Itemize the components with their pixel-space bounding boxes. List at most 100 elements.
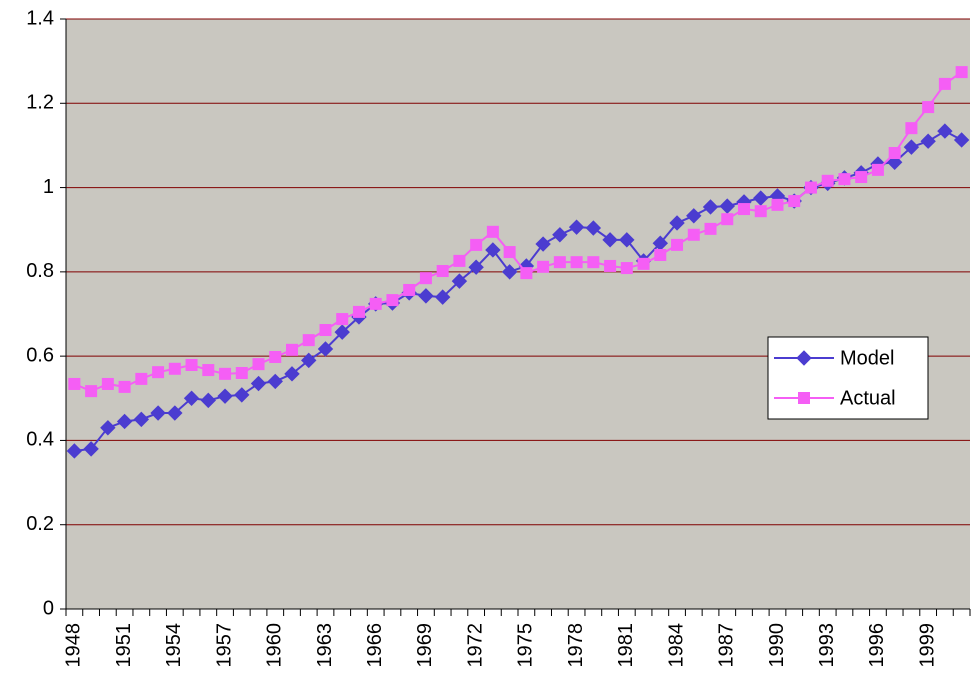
x-tick-label: 1954: [163, 623, 185, 668]
data-point: [319, 324, 332, 337]
data-point: [620, 262, 633, 275]
x-tick-label: 1990: [766, 623, 788, 668]
data-point: [168, 362, 181, 375]
data-point: [788, 195, 801, 208]
data-point: [503, 246, 516, 259]
legend-marker: [798, 392, 810, 404]
data-point: [671, 238, 684, 251]
x-tick-label: 1957: [213, 623, 235, 668]
data-point: [721, 213, 734, 226]
data-point: [903, 139, 920, 155]
data-point: [568, 219, 585, 235]
data-point: [753, 190, 769, 206]
data-point: [855, 171, 868, 184]
data-point: [219, 367, 232, 380]
data-point: [485, 242, 501, 258]
data-point: [217, 388, 233, 404]
data-point: [334, 324, 350, 340]
data-point: [269, 350, 282, 363]
data-point: [317, 341, 334, 357]
series: [66, 123, 970, 459]
data-point: [520, 267, 533, 280]
data-point: [570, 256, 583, 269]
series: [68, 66, 968, 398]
data-point: [135, 372, 148, 385]
x-tick-label: 1999: [916, 623, 938, 668]
data-point: [403, 283, 416, 296]
data-point: [352, 305, 365, 318]
data-point: [585, 220, 602, 236]
data-point: [838, 173, 851, 186]
data-point: [501, 264, 518, 280]
data-point: [301, 352, 317, 369]
data-point: [937, 123, 953, 139]
y-tick-label: 0.8: [26, 260, 54, 282]
y-tick-label: 0.2: [26, 513, 54, 535]
data-point: [702, 199, 719, 215]
x-tick-label: 1969: [414, 623, 436, 668]
data-point: [654, 249, 667, 261]
data-point: [252, 358, 265, 371]
data-point: [669, 215, 685, 231]
data-point: [250, 375, 267, 392]
data-point: [905, 122, 918, 135]
data-point: [604, 259, 617, 272]
data-point: [235, 367, 248, 379]
data-point: [888, 147, 901, 160]
data-point: [553, 256, 566, 269]
x-tick-label: 1996: [866, 623, 888, 668]
legend-label: Model: [840, 347, 894, 369]
data-point: [267, 373, 283, 390]
x-tick-label: 1966: [364, 623, 386, 668]
data-point: [152, 366, 165, 379]
x-tick-label: 1987: [716, 623, 738, 668]
data-point: [85, 385, 98, 398]
data-point: [552, 227, 568, 243]
data-point: [419, 272, 432, 285]
data-point: [953, 132, 970, 148]
data-point: [470, 238, 483, 251]
data-point: [920, 133, 936, 149]
data-point: [68, 377, 81, 390]
x-tick-label: 1948: [63, 623, 85, 668]
data-point: [369, 297, 382, 310]
data-point: [486, 225, 499, 238]
data-point: [436, 265, 449, 278]
x-tick-label: 1960: [264, 623, 286, 668]
data-point: [150, 405, 166, 421]
x-tick-label: 1978: [565, 623, 587, 668]
data-point: [719, 198, 735, 214]
data-point: [336, 313, 349, 326]
data-point: [234, 387, 250, 403]
data-point: [771, 198, 784, 211]
x-tick-label: 1975: [515, 623, 537, 668]
data-point: [286, 343, 298, 356]
data-point: [167, 405, 183, 421]
data-point: [118, 380, 131, 393]
data-point: [955, 66, 968, 79]
data-point: [302, 334, 315, 347]
y-tick-label: 0.4: [26, 429, 54, 451]
legend: [767, 336, 929, 420]
data-point: [183, 390, 200, 406]
data-point: [133, 411, 150, 428]
data-point: [200, 392, 217, 409]
y-tick-label: 0: [43, 597, 54, 619]
data-point: [871, 163, 884, 176]
data-point: [185, 358, 198, 371]
data-point: [537, 260, 550, 273]
data-point: [686, 208, 702, 224]
data-point: [804, 181, 817, 194]
data-point: [704, 222, 717, 235]
x-tick-label: 1972: [464, 623, 486, 668]
data-point: [418, 288, 434, 304]
x-tick-label: 1951: [113, 623, 135, 668]
data-point: [821, 174, 834, 187]
data-point: [116, 413, 133, 430]
data-point: [202, 364, 215, 377]
x-tick-label: 1963: [314, 623, 336, 668]
data-point: [619, 232, 635, 248]
data-point: [587, 256, 600, 269]
data-point: [637, 257, 650, 270]
